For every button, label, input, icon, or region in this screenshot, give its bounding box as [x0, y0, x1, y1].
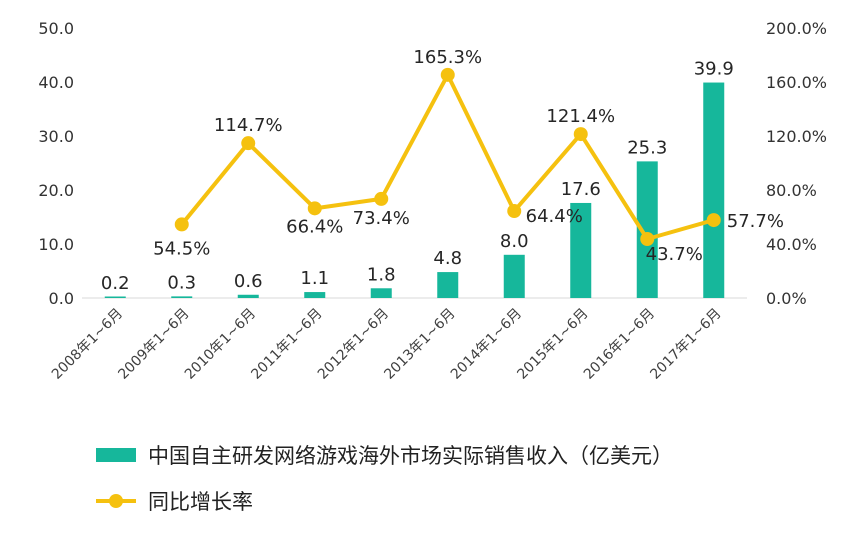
bar [437, 272, 459, 298]
line-series [174, 67, 721, 247]
growth-point [507, 204, 522, 219]
growth-value-label: 114.7% [214, 115, 283, 136]
growth-point [241, 136, 256, 151]
growth-point [307, 201, 322, 216]
legend-swatch-bar [96, 448, 136, 462]
growth-point [573, 127, 588, 142]
growth-point [174, 217, 189, 232]
y-left-tick-label: 40.0 [38, 73, 74, 92]
growth-value-label: 121.4% [546, 106, 615, 127]
y-right-tick-label: 0.0% [766, 289, 807, 308]
bar-value-label: 0.3 [167, 272, 196, 293]
bar-value-label: 8.0 [500, 231, 529, 252]
y-left-tick-label: 50.0 [38, 19, 74, 38]
growth-value-label: 54.5% [153, 238, 210, 259]
growth-point [640, 232, 655, 247]
x-tick-label: 2017年1~6月 [647, 306, 724, 383]
y-left-tick-label: 20.0 [38, 181, 74, 200]
legend-item-revenue: 中国自主研发网络游戏海外市场实际销售收入（亿美元） [96, 440, 673, 470]
bar-value-label: 0.6 [234, 271, 263, 292]
y-right-tick-label: 200.0% [766, 19, 827, 38]
bar-value-label: 39.9 [694, 59, 734, 80]
legend-item-growth: 同比增长率 [96, 486, 253, 516]
growth-point [706, 213, 721, 228]
bar [171, 296, 193, 298]
bar [636, 161, 658, 298]
bar [703, 82, 725, 298]
bar-value-label: 1.1 [300, 268, 329, 289]
y-right-tick-label: 80.0% [766, 181, 817, 200]
growth-value-label: 43.7% [646, 244, 703, 265]
y-right-tick-label: 120.0% [766, 127, 827, 146]
growth-value-label: 57.7% [727, 211, 784, 232]
legend-label-growth: 同比增长率 [148, 490, 253, 514]
growth-point [440, 67, 455, 82]
y-left-tick-label: 0.0 [49, 289, 74, 308]
bar-value-label: 0.2 [101, 273, 130, 294]
growth-value-label: 165.3% [413, 47, 482, 68]
y-right-tick-label: 40.0% [766, 235, 817, 254]
y-right-tick-label: 160.0% [766, 73, 827, 92]
growth-value-label: 66.4% [286, 216, 343, 237]
bar [570, 202, 592, 298]
bar [104, 296, 126, 298]
growth-value-label: 73.4% [353, 208, 410, 229]
bar [370, 288, 392, 298]
bar-series [104, 82, 725, 298]
bar [237, 294, 259, 298]
bar-value-label: 4.8 [433, 248, 462, 269]
y-left-tick-label: 30.0 [38, 127, 74, 146]
growth-point [374, 191, 389, 206]
data-labels: 0.2 0.3 0.6 1.1 1.8 4.8 8.0 17.6 25.3 39.9 54.5% 11… [101, 47, 784, 294]
bar-value-label: 1.8 [367, 264, 396, 285]
growth-value-label: 64.4% [526, 206, 583, 227]
legend-label-revenue: 中国自主研发网络游戏海外市场实际销售收入（亿美元） [148, 444, 673, 468]
legend-swatch-line [96, 494, 136, 508]
bar [503, 254, 525, 298]
bar-value-label: 25.3 [627, 137, 667, 158]
bar-value-label: 17.6 [561, 179, 601, 200]
bar [304, 292, 326, 298]
y-left-tick-label: 10.0 [38, 235, 74, 254]
